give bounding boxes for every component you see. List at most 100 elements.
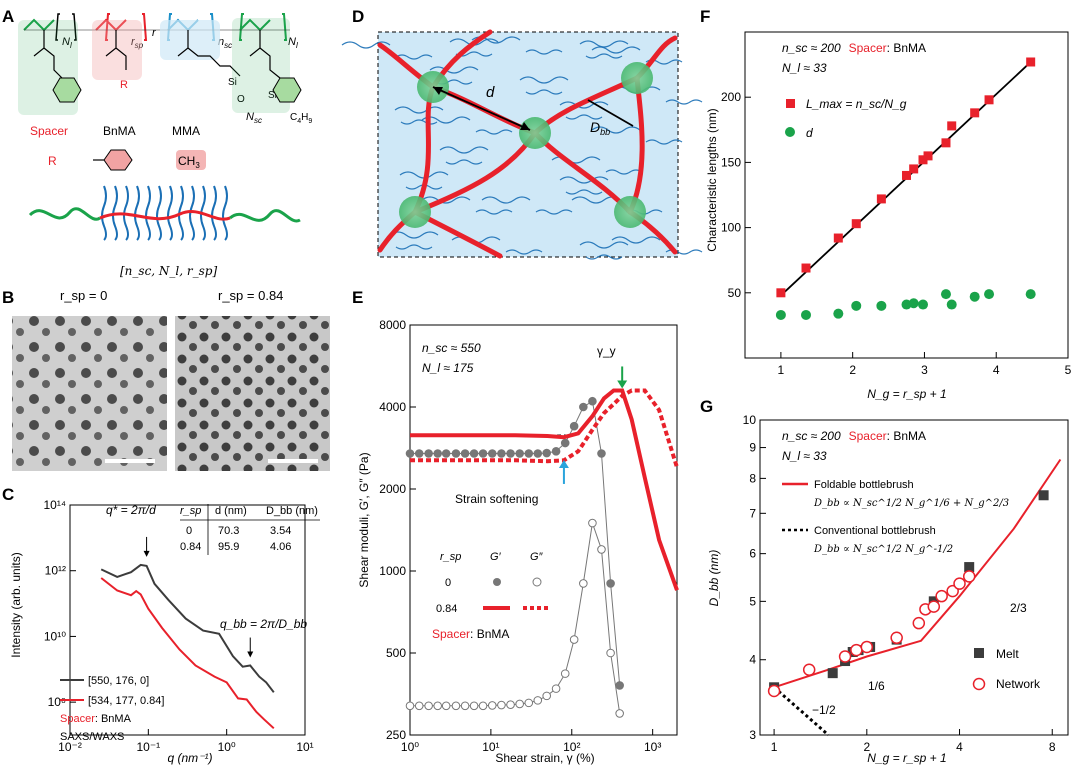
e-data-point [414, 701, 424, 711]
crosslink-domains [399, 62, 653, 228]
panel-label-f: F [700, 7, 710, 26]
g-xlabel: N_g = r_sp + 1 [867, 751, 946, 765]
f-lmax-point [1026, 57, 1036, 67]
e-data-point [606, 648, 615, 658]
g-slope-3: −1/2 [812, 703, 836, 717]
side-chain-wave [565, 189, 603, 195]
side-chain-wave [439, 146, 489, 154]
f-legend-lmax-marker [786, 99, 795, 108]
benzene-ring-b [272, 77, 302, 103]
d-arrowhead-2 [520, 122, 530, 130]
c-ytick-label: 10⁸ [48, 695, 66, 709]
e-data-point [533, 449, 543, 458]
e-spacer-line: Spacer: BnMA [432, 627, 509, 641]
f-lmax-point [970, 108, 980, 118]
o-label: O [237, 94, 245, 105]
e-data-point [506, 449, 515, 458]
g-xtick-label: 8 [1049, 740, 1056, 754]
f-xtick-label: 1 [778, 363, 785, 377]
c-qstar-arrowhead [143, 550, 150, 557]
e-data-point [451, 701, 461, 711]
f-d-point [946, 299, 957, 310]
e-ytick-label: 1000 [379, 564, 406, 578]
nsc-label-2: Nsc [246, 111, 262, 125]
f-legend-lmax: L_max = n_sc/N_g [806, 97, 907, 111]
c-ytick-label: 10¹⁴ [44, 498, 67, 512]
e-ytick-label: 4000 [379, 400, 406, 414]
c-xlabel: q (nm⁻¹) [168, 751, 213, 765]
side-chain-wave [579, 241, 629, 249]
e-data-point [560, 669, 570, 678]
panel-f-annotations: Characteristic lengths (nm) N_g = r_sp +… [705, 41, 947, 401]
f-d-point [775, 309, 786, 320]
brush-side-chain [167, 185, 173, 241]
f-d-point [908, 298, 919, 309]
side-chain-wave [421, 196, 471, 204]
f-nl: N_l ≈ 33 [782, 61, 827, 75]
f-d-point [876, 300, 887, 311]
side-chain-wave [591, 46, 641, 54]
panel-f-chart: 1 2 3 4 5 50 100 150 200 [721, 31, 1072, 377]
g-network-point [912, 616, 926, 630]
f-legend-d-marker [785, 127, 795, 137]
f-d-point [833, 308, 844, 319]
crosslink-domain [621, 62, 653, 94]
e-data-point [433, 449, 442, 458]
g-ytick-label: 5 [749, 594, 756, 608]
side-chain-wave [559, 101, 609, 109]
brush-side-chain [145, 185, 151, 241]
g-xtick-label: 1 [771, 740, 778, 754]
backbone-bnma-segment [23, 18, 55, 32]
f-lmax-point [876, 194, 886, 204]
side-chain-wave [445, 159, 483, 165]
f-xlabel: N_g = r_sp + 1 [867, 387, 946, 401]
g-melt-point [964, 562, 975, 573]
e-data-point [469, 701, 479, 711]
side-chain-wave [525, 49, 563, 55]
g-ytick-label: 3 [749, 728, 756, 742]
brush-backbone-red [99, 210, 231, 221]
g-network-point [838, 650, 852, 663]
panel-a-structure: Nl rsp r nsc Nl R Si O Si Nsc C4H9 Space… [18, 13, 312, 278]
g-legend-foldable: Foldable bottlebrush [814, 479, 914, 491]
f-xtick-label: 3 [921, 363, 928, 377]
side-chain-wave [645, 139, 683, 145]
brush-end-right [229, 209, 301, 223]
g-network-point [850, 643, 863, 657]
propyl-linker [177, 30, 241, 77]
c-ytick-label: 10¹² [45, 564, 66, 578]
c-ytick-label: 10¹⁰ [44, 629, 66, 643]
g-legend-foldable-eq: D_bb ∝ N_sc^1/2 N_g^1/6 + N_g^2/3 [813, 498, 1009, 509]
e-legend-g1: G′ [490, 551, 502, 563]
c-table-r1c1: 0 [186, 525, 192, 537]
panel-label-g: G [700, 397, 713, 416]
g-header: n_sc ≈ 200 Spacer: BnMA [782, 429, 926, 443]
f-d-point [918, 299, 929, 310]
e-data-point [615, 709, 624, 718]
e-data-point [487, 449, 497, 458]
e-legend-rsp: r_sp [440, 551, 461, 563]
ester-group-r [105, 30, 127, 70]
e-data-point [506, 700, 515, 709]
c-qbb-label: q_bb = 2π/D_bb [220, 617, 307, 631]
f-plot-frame [744, 31, 1069, 359]
f-legend-d: d [806, 126, 813, 140]
crosslink-domain [614, 196, 646, 228]
si-label-1: Si [228, 77, 237, 88]
dbb-arrow [587, 99, 634, 127]
e-series-line [410, 388, 679, 591]
g-melt-point [827, 668, 838, 679]
f-lmax-point [776, 288, 786, 298]
g-network-point [927, 600, 941, 613]
d-arrow [432, 86, 531, 131]
f-ylabel: Characteristic lengths (nm) [705, 108, 719, 251]
c-plot-frame [69, 504, 306, 736]
f-d-point [984, 289, 995, 300]
e-data-point [524, 449, 534, 458]
e-nsc: n_sc ≈ 550 [422, 341, 481, 355]
dbb-label: Dbb [590, 119, 610, 137]
g-nl: N_l ≈ 33 [782, 449, 827, 463]
brush-side-chain [156, 185, 162, 241]
f-xtick-label: 5 [1065, 363, 1072, 377]
